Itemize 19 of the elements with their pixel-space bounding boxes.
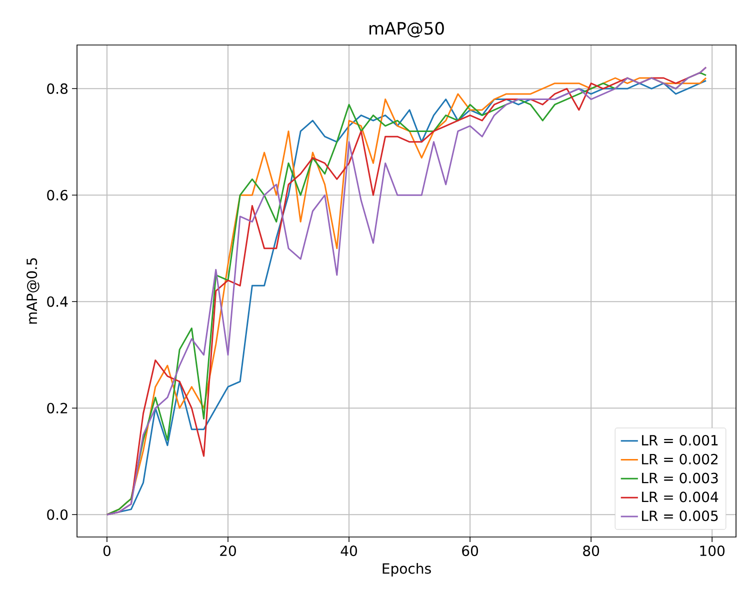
x-tick-label: 80: [583, 546, 600, 556]
legend-label: LR = 0.004: [642, 492, 718, 502]
x-tick-label: 20: [220, 546, 236, 556]
y-tick-label: 0.2: [47, 402, 68, 414]
chart-title: mAP@50: [370, 22, 444, 38]
y-tick-label: 0.6: [47, 190, 68, 200]
legend-label: LR = 0.003: [642, 472, 718, 484]
x-tick-label: 40: [340, 546, 357, 556]
legend-label: LR = 0.001: [642, 434, 718, 446]
x-tick-label: 100: [700, 546, 725, 556]
legend-label: LR = 0.005: [642, 510, 718, 522]
x-tick-label: 0: [103, 546, 110, 556]
y-axis-title: mAP@0.5: [26, 258, 40, 324]
legend-label: LR = 0.002: [642, 454, 718, 464]
x-tick-label: 60: [462, 546, 478, 556]
y-tick-label: 0.0: [47, 509, 68, 520]
y-tick-label: 0.4: [47, 296, 68, 307]
x-axis-title: Epochs: [382, 562, 431, 577]
y-tick-label: 0.8: [47, 83, 68, 94]
